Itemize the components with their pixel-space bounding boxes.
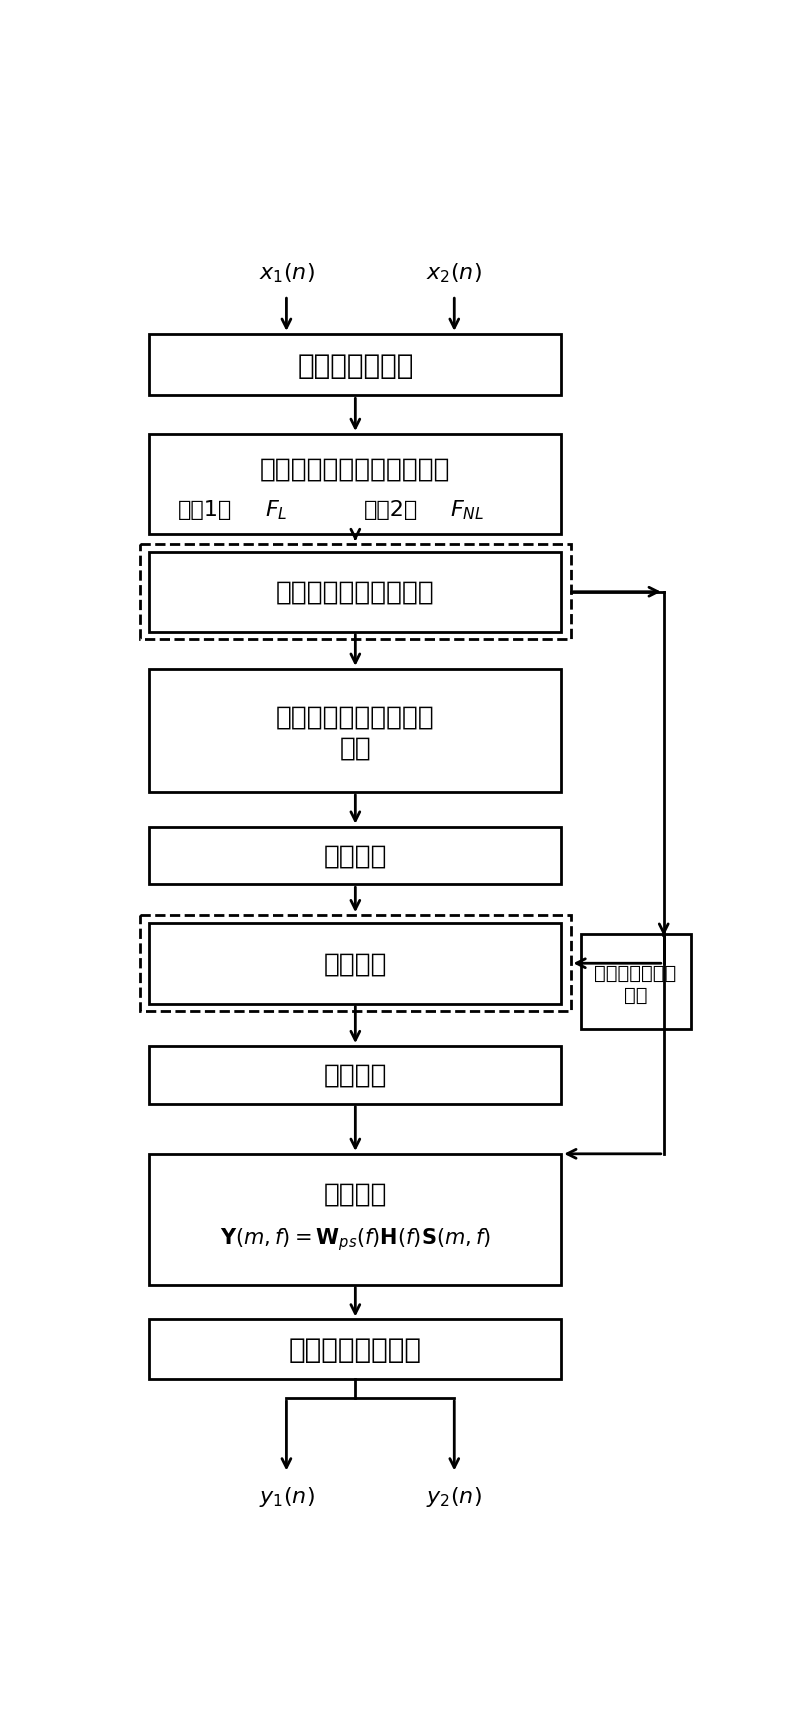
- Text: $y_1(n)$: $y_1(n)$: [258, 1484, 314, 1509]
- Bar: [140, 915, 571, 1012]
- Text: $y_2(n)$: $y_2(n)$: [426, 1484, 482, 1509]
- Bar: [149, 334, 561, 396]
- Text: 将所有频点划分为两个集合: 将所有频点划分为两个集合: [260, 457, 450, 483]
- Text: 矩阵: 矩阵: [624, 984, 647, 1003]
- Text: $F_{NL}$: $F_{NL}$: [450, 498, 485, 521]
- Text: 短时傅立叶变换: 短时傅立叶变换: [297, 351, 414, 379]
- Text: 集合1：: 集合1：: [179, 500, 233, 519]
- Text: 未选频点的分离: 未选频点的分离: [595, 964, 677, 983]
- Bar: [149, 1320, 561, 1379]
- Text: 排序问题: 排序问题: [324, 843, 387, 868]
- Text: 尺度问题: 尺度问题: [324, 1062, 387, 1088]
- Bar: [149, 827, 561, 884]
- Bar: [149, 1154, 561, 1285]
- Bar: [149, 1047, 561, 1104]
- Text: $x_2(n)$: $x_2(n)$: [426, 261, 482, 285]
- Text: $x_1(n)$: $x_1(n)$: [258, 261, 314, 285]
- Bar: [149, 552, 561, 633]
- Bar: [149, 434, 561, 535]
- Text: 复数域独立性成分分析: 复数域独立性成分分析: [276, 704, 434, 730]
- Text: $\mathbf{Y}(m,f)=\mathbf{W}_{ps}(f)\mathbf{H}(f)\mathbf{S}(m,f)$: $\mathbf{Y}(m,f)=\mathbf{W}_{ps}(f)\math…: [220, 1227, 491, 1253]
- Text: 算法: 算法: [340, 735, 371, 761]
- Text: 聚类算法: 聚类算法: [324, 952, 387, 977]
- Text: 多标准融合的频点筛选: 多标准融合的频点筛选: [276, 580, 434, 606]
- Text: $F_L$: $F_L$: [265, 498, 287, 521]
- Bar: [140, 545, 571, 640]
- Bar: [580, 934, 691, 1029]
- Text: 逆短时傅立叶变换: 逆短时傅立叶变换: [289, 1336, 422, 1363]
- Bar: [149, 924, 561, 1003]
- Text: 集合2：: 集合2：: [363, 500, 418, 519]
- Bar: [149, 670, 561, 792]
- Text: 分离信号: 分离信号: [324, 1180, 387, 1206]
